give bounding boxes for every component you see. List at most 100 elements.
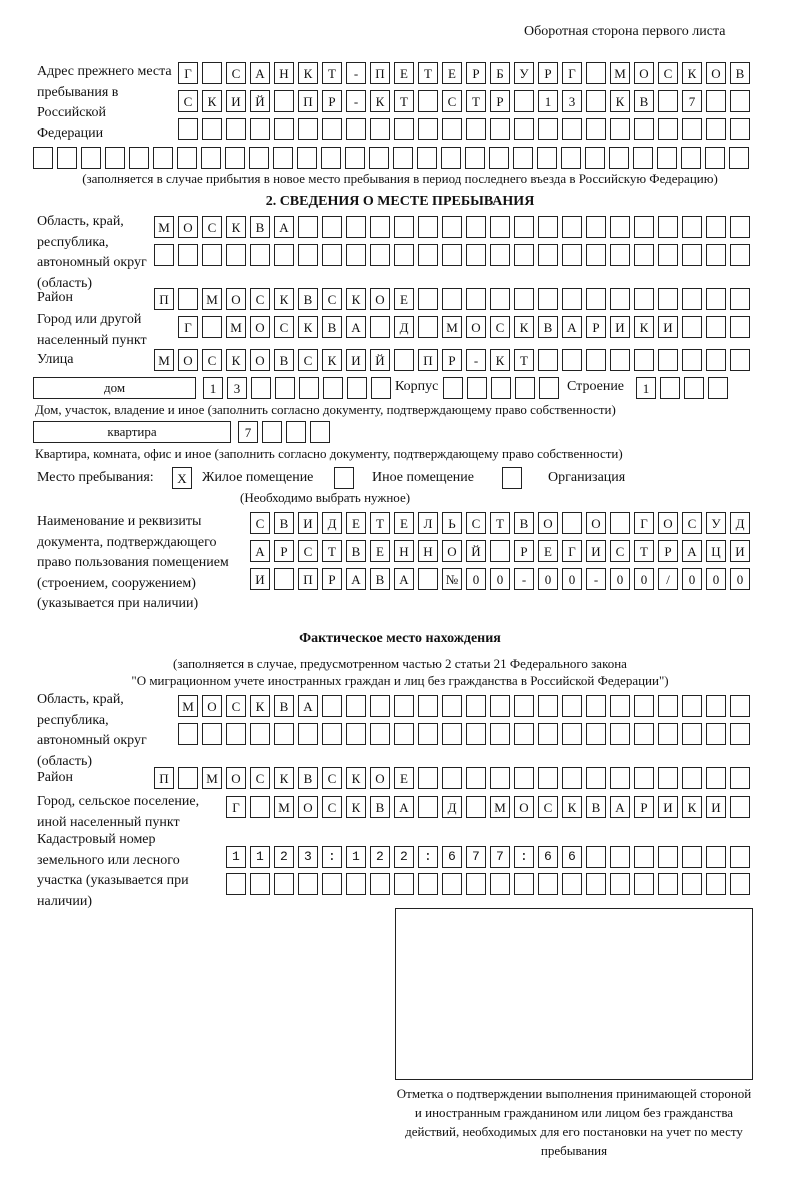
char-cell[interactable] (730, 846, 750, 868)
char-cell[interactable] (682, 846, 702, 868)
char-cell[interactable] (610, 288, 630, 310)
char-cell[interactable] (514, 873, 534, 895)
char-cell[interactable] (706, 90, 726, 112)
char-cell[interactable] (274, 846, 294, 868)
char-cell[interactable]: 3 (562, 90, 582, 112)
char-cell[interactable] (418, 568, 438, 590)
char-cell[interactable] (538, 288, 558, 310)
char-cell[interactable] (178, 767, 198, 789)
char-cell[interactable]: В (274, 512, 294, 534)
char-cell[interactable] (310, 421, 330, 443)
char-cell[interactable]: В (370, 568, 390, 590)
char-cell[interactable]: Р (514, 540, 534, 562)
char-cell[interactable] (658, 288, 678, 310)
char-cell[interactable]: В (322, 316, 342, 338)
char-cell[interactable]: М (154, 349, 174, 371)
char-cell[interactable] (634, 288, 654, 310)
char-cell[interactable]: С (250, 512, 270, 534)
char-cell[interactable] (370, 873, 390, 895)
char-cell[interactable]: С (538, 796, 558, 818)
house-type-field[interactable]: дом (33, 377, 196, 399)
char-cell[interactable] (658, 90, 678, 112)
char-cell[interactable] (538, 118, 558, 140)
char-cell[interactable]: Т (370, 512, 390, 534)
char-cell[interactable] (490, 846, 510, 868)
char-cell[interactable]: Г (634, 512, 654, 534)
char-cell[interactable] (730, 796, 750, 818)
char-cell[interactable]: Р (442, 349, 462, 371)
char-cell[interactable] (345, 147, 365, 169)
char-cell[interactable]: С (178, 90, 198, 112)
apartment-number-row[interactable]: 7 (238, 421, 334, 443)
char-cell[interactable] (418, 846, 438, 868)
char-cell[interactable] (562, 846, 582, 868)
char-cell[interactable] (634, 767, 654, 789)
char-cell[interactable]: Й (370, 349, 390, 371)
char-cell[interactable] (514, 90, 534, 112)
char-cell[interactable] (634, 695, 654, 717)
char-cell[interactable] (369, 147, 389, 169)
char-cell[interactable] (249, 147, 269, 169)
char-cell[interactable] (262, 421, 282, 443)
char-cell[interactable] (297, 147, 317, 169)
char-cell[interactable] (682, 723, 702, 745)
char-cell[interactable]: О (466, 316, 486, 338)
char-cell[interactable]: Й (250, 90, 270, 112)
char-cell[interactable] (250, 796, 270, 818)
char-cell[interactable]: В (730, 62, 750, 84)
char-cell[interactable] (490, 695, 510, 717)
char-cell[interactable] (370, 244, 390, 266)
char-cell[interactable] (514, 695, 534, 717)
char-cell[interactable]: О (178, 349, 198, 371)
char-cell[interactable]: А (562, 316, 582, 338)
char-cell[interactable] (202, 316, 222, 338)
char-cell[interactable]: О (202, 695, 222, 717)
char-cell[interactable]: С (298, 540, 318, 562)
char-cell[interactable] (370, 118, 390, 140)
char-cell[interactable] (586, 244, 606, 266)
char-cell[interactable] (706, 695, 726, 717)
char-cell[interactable] (466, 216, 486, 238)
char-cell[interactable] (490, 873, 510, 895)
apartment-type-field[interactable]: квартира (33, 421, 231, 443)
char-cell[interactable]: - (346, 62, 366, 84)
char-cell[interactable]: С (250, 767, 270, 789)
char-cell[interactable] (466, 695, 486, 717)
char-cell[interactable] (586, 118, 606, 140)
char-cell[interactable]: М (178, 695, 198, 717)
char-cell[interactable] (394, 118, 414, 140)
char-cell[interactable] (681, 147, 701, 169)
char-cell[interactable] (730, 90, 750, 112)
char-cell[interactable] (586, 767, 606, 789)
char-cell[interactable] (490, 244, 510, 266)
char-cell[interactable]: К (322, 349, 342, 371)
char-cell[interactable] (730, 695, 750, 717)
char-cell[interactable] (465, 147, 485, 169)
char-cell[interactable] (322, 873, 342, 895)
char-cell[interactable] (561, 147, 581, 169)
char-cell[interactable] (706, 723, 726, 745)
char-cell[interactable] (586, 846, 606, 868)
char-cell[interactable]: К (298, 62, 318, 84)
char-cell[interactable] (57, 147, 77, 169)
char-cell[interactable] (489, 147, 509, 169)
char-cell[interactable] (490, 723, 510, 745)
char-cell[interactable]: А (250, 62, 270, 84)
char-cell[interactable] (562, 288, 582, 310)
char-cell[interactable] (273, 147, 293, 169)
char-cell[interactable]: Р (658, 540, 678, 562)
char-cell[interactable] (562, 512, 582, 534)
char-cell[interactable]: В (370, 796, 390, 818)
char-cell[interactable]: М (610, 62, 630, 84)
char-cell[interactable] (514, 288, 534, 310)
char-cell[interactable] (394, 846, 414, 868)
char-cell[interactable]: И (346, 349, 366, 371)
char-cell[interactable]: - (586, 568, 606, 590)
char-cell[interactable] (633, 147, 653, 169)
char-cell[interactable]: - (466, 349, 486, 371)
char-cell[interactable] (323, 377, 343, 399)
char-cell[interactable] (610, 767, 630, 789)
char-cell[interactable] (730, 723, 750, 745)
